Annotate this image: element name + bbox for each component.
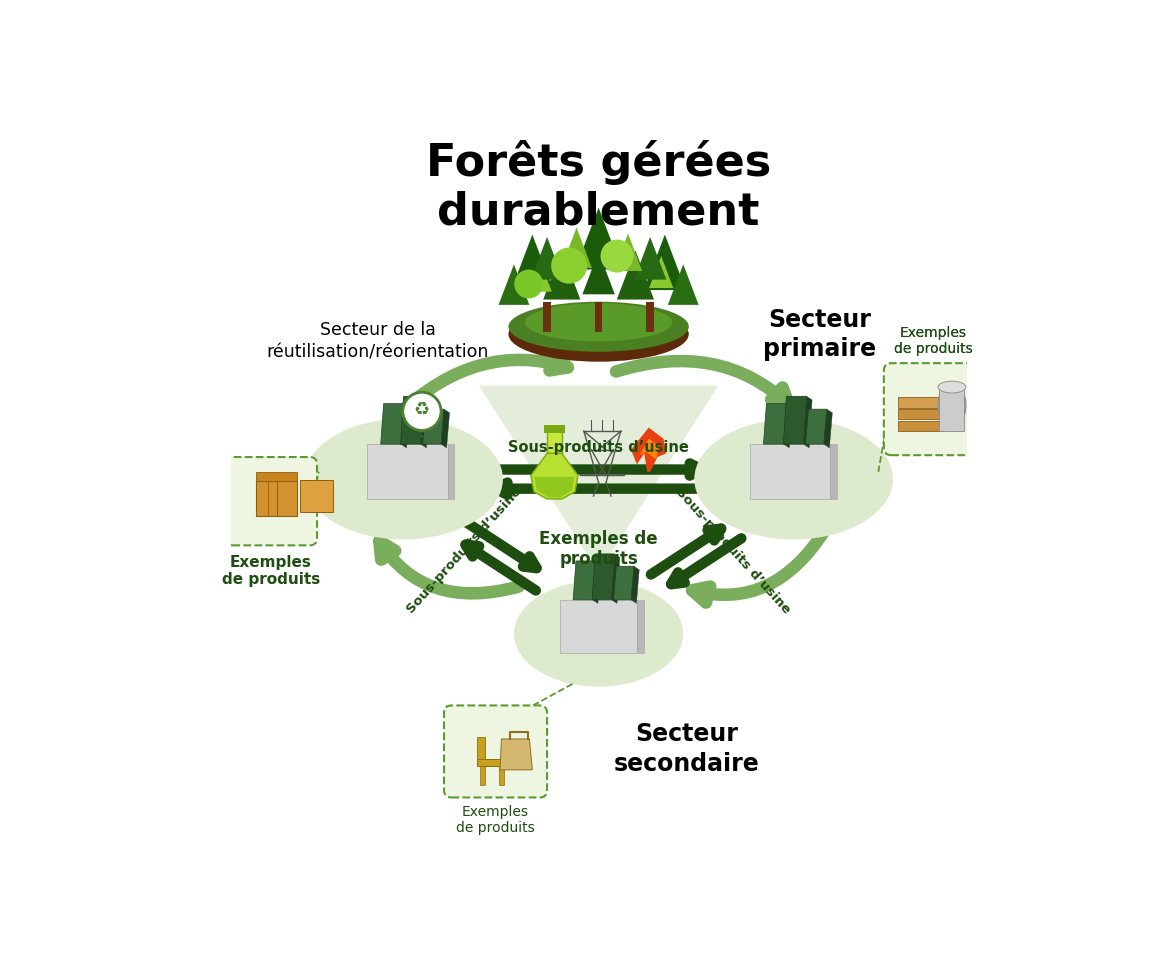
Text: Secteur de la
réutilisation/réorientation: Secteur de la réutilisation/réorientatio… [266,321,489,361]
Polygon shape [614,233,642,271]
Ellipse shape [938,381,966,393]
Polygon shape [499,264,529,305]
FancyBboxPatch shape [898,421,944,431]
Text: Exemples
de produits: Exemples de produits [222,554,320,587]
Polygon shape [764,403,787,445]
FancyBboxPatch shape [256,471,297,481]
Ellipse shape [304,419,503,539]
FancyBboxPatch shape [547,430,562,453]
Polygon shape [649,256,673,288]
Polygon shape [631,427,666,471]
FancyBboxPatch shape [898,409,944,420]
Polygon shape [512,234,554,290]
Polygon shape [500,739,533,770]
Circle shape [600,240,633,272]
Polygon shape [401,403,410,447]
Polygon shape [543,250,580,299]
Ellipse shape [938,383,966,427]
Circle shape [551,248,588,284]
FancyBboxPatch shape [830,445,837,499]
Text: Sous-produits d’usine: Sous-produits d’usine [508,440,689,455]
Polygon shape [528,260,551,292]
FancyBboxPatch shape [478,759,505,766]
Circle shape [403,392,442,430]
Polygon shape [423,409,444,445]
Polygon shape [612,554,620,603]
Circle shape [514,270,543,298]
Polygon shape [479,385,718,573]
FancyBboxPatch shape [447,445,454,499]
Text: Forêts gérées
durablement: Forêts gérées durablement [426,141,771,233]
Polygon shape [617,250,654,299]
FancyBboxPatch shape [256,481,297,516]
Text: ♻: ♻ [413,402,430,421]
Polygon shape [381,403,404,445]
Bar [544,425,565,433]
FancyBboxPatch shape [750,445,830,499]
Polygon shape [531,237,563,279]
Polygon shape [592,561,600,603]
Ellipse shape [524,303,673,341]
Text: Exemples
de produits: Exemples de produits [895,326,973,357]
FancyBboxPatch shape [225,457,317,545]
Polygon shape [420,397,430,447]
Text: Sous-produits d’usine: Sous-produits d’usine [673,485,792,616]
Polygon shape [823,409,833,447]
Ellipse shape [508,302,689,352]
Polygon shape [401,397,424,445]
FancyBboxPatch shape [898,398,944,407]
Text: Sous-produits d’usine: Sous-produits d’usine [405,485,524,616]
Text: Exemples
de produits: Exemples de produits [457,805,535,836]
Bar [595,302,603,332]
Polygon shape [784,403,792,447]
Polygon shape [575,207,623,270]
Polygon shape [592,554,614,599]
Bar [499,766,503,785]
Polygon shape [668,264,698,305]
Polygon shape [442,409,450,447]
FancyBboxPatch shape [478,737,485,759]
Text: Secteur
secondaire: Secteur secondaire [614,722,760,775]
Polygon shape [640,439,659,459]
Polygon shape [573,561,596,599]
Polygon shape [804,397,812,447]
Polygon shape [535,477,575,497]
Polygon shape [631,566,639,603]
Bar [543,302,551,332]
Text: Secteur
primaire: Secteur primaire [763,308,876,361]
FancyBboxPatch shape [939,387,965,431]
Polygon shape [613,566,634,599]
Polygon shape [531,453,578,499]
Polygon shape [784,397,807,445]
Polygon shape [644,234,686,290]
Text: Exemples de
produits: Exemples de produits [540,530,658,569]
FancyBboxPatch shape [300,481,333,512]
FancyBboxPatch shape [367,445,447,499]
FancyBboxPatch shape [884,363,983,455]
Text: Exemples
de produits: Exemples de produits [895,326,973,357]
Bar [480,766,485,785]
FancyBboxPatch shape [638,599,644,653]
Ellipse shape [694,419,894,539]
FancyBboxPatch shape [444,706,547,797]
Bar [646,302,654,332]
Polygon shape [561,228,592,268]
Polygon shape [583,251,614,294]
Ellipse shape [514,580,683,686]
Polygon shape [634,237,666,279]
FancyBboxPatch shape [559,599,638,653]
Polygon shape [806,409,827,445]
Ellipse shape [508,307,689,361]
